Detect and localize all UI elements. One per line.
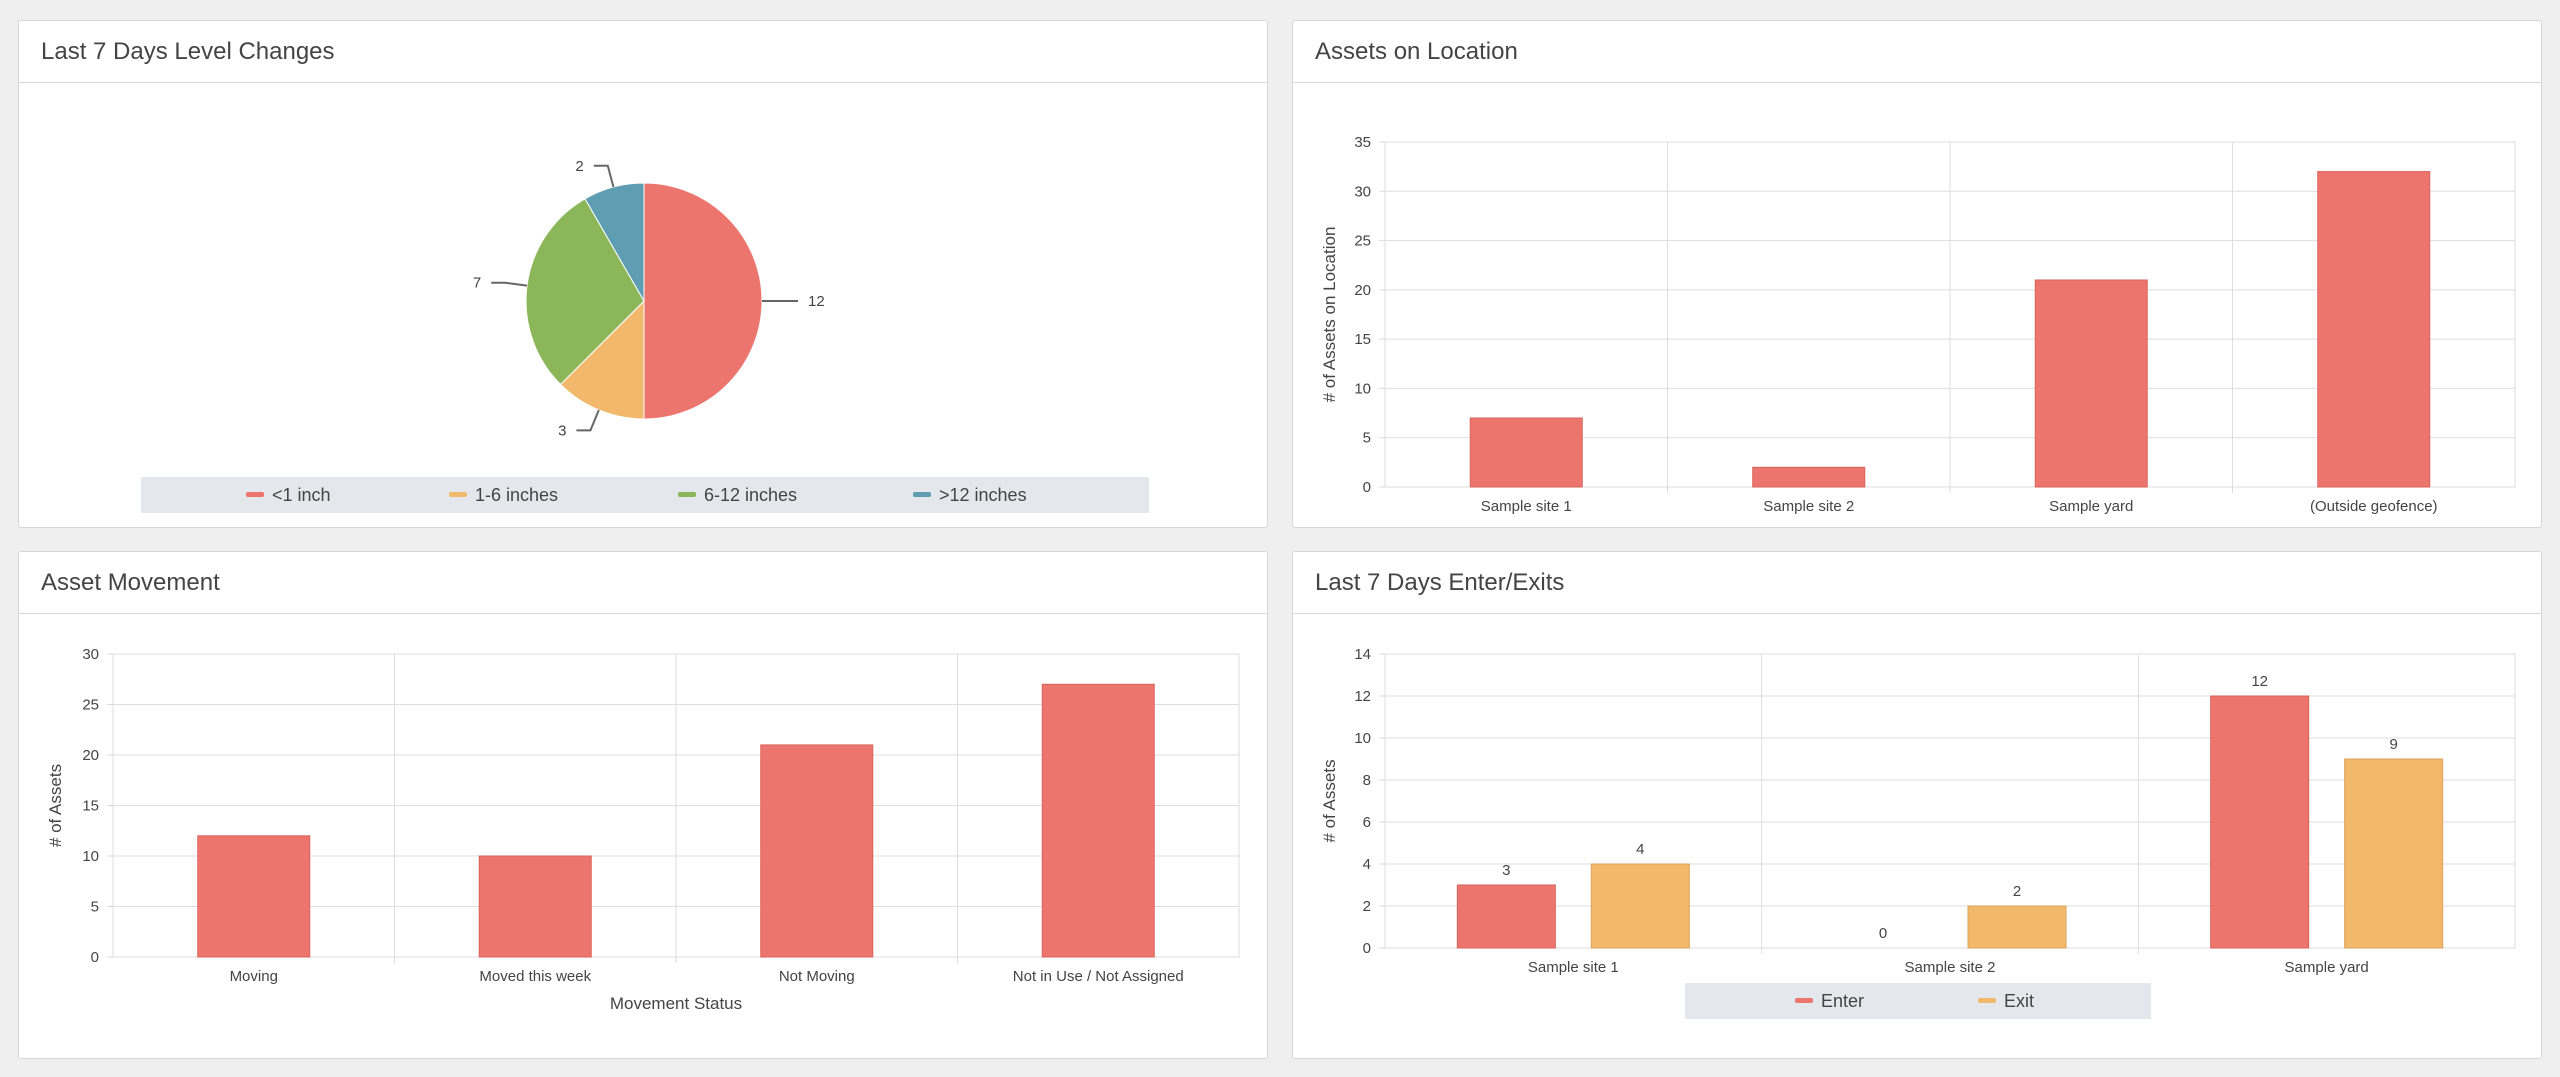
bar	[2317, 171, 2431, 488]
pie-legend-swatch	[913, 492, 931, 497]
y-tick-label: 4	[1363, 856, 1371, 873]
assets-location-panel: Assets on Location 0 5 10 15 20 25 30 35 Sample …	[1292, 20, 2542, 528]
pie-legend-label: <1 inch	[272, 485, 331, 505]
x-tick-label: Sample site 2	[1905, 959, 1996, 976]
pie-leader-line	[576, 409, 600, 432]
bar	[2344, 758, 2444, 949]
y-tick-label: 30	[82, 646, 99, 663]
x-tick-label: Not Moving	[779, 968, 855, 985]
pie-slice	[643, 182, 763, 420]
y-tick-label: 0	[1363, 940, 1371, 957]
x-tick-label: Not in Use / Not Assigned	[1013, 968, 1184, 985]
y-tick-label: 6	[1363, 814, 1371, 831]
y-tick-label: 10	[1354, 730, 1371, 747]
bar	[1456, 884, 1556, 949]
pie-slice	[559, 299, 645, 420]
y-tick-label: 12	[1354, 688, 1371, 705]
x-axis-title: Movement Status	[610, 994, 742, 1013]
bar	[197, 835, 311, 958]
pie-legend-label: >12 inches	[939, 485, 1027, 505]
y-tick-label: 14	[1354, 646, 1371, 663]
pie-legend-label: 6-12 inches	[704, 485, 797, 505]
pie-leader-line	[593, 164, 615, 188]
pie-legend-swatch	[246, 492, 264, 497]
asset-movement-header: Asset Movement	[19, 552, 1267, 614]
pie-legend-background	[141, 477, 1149, 513]
x-tick-label: Sample yard	[2049, 498, 2133, 515]
bar-data-label: 2	[2013, 883, 2021, 900]
enter-exits-panel: Last 7 Days Enter/Exits 0 2 4 6 8 10 12 14 3 4 Sam…	[1292, 551, 2542, 1059]
assets-location-bar-chart: 0 5 10 15 20 25 30 35 Sample site 1 Sample site 2…	[1320, 134, 2516, 515]
enter-exits-title: Last 7 Days Enter/Exits	[1315, 568, 1565, 596]
bar-data-label: 4	[1636, 841, 1644, 858]
asset-movement-panel: Asset Movement 0 5 10 15 20 25 30 Moving Moved t…	[18, 551, 1268, 1059]
pie-slice	[584, 182, 645, 303]
legend-swatch	[1795, 998, 1813, 1003]
pie-leader-line	[491, 281, 528, 287]
pie-data-label: 2	[575, 158, 583, 175]
legend-label: Enter	[1821, 991, 1864, 1011]
y-axis-title: # of Assets on Location	[1320, 227, 1339, 403]
x-tick-label: (Outside geofence)	[2310, 498, 2438, 515]
pie-data-label: 12	[808, 293, 825, 310]
enter-exits-header: Last 7 Days Enter/Exits	[1293, 552, 2541, 614]
bar	[1752, 466, 1866, 488]
level-changes-panel: Last 7 Days Level Changes 12 3 7 2 <1 inch 1-…	[18, 20, 1268, 528]
bar	[1469, 417, 1583, 488]
y-tick-label: 0	[91, 949, 99, 966]
bar	[478, 855, 592, 958]
pie-legend-swatch	[449, 492, 467, 497]
pie-data-label: 7	[473, 275, 481, 292]
assets-location-title: Assets on Location	[1315, 37, 1518, 65]
x-tick-label: Moved this week	[479, 968, 591, 985]
level-changes-pie-chart: 12 3 7 2 <1 inch 1-6 inches 6-12 inches >12 inc…	[141, 158, 1149, 513]
y-tick-label: 25	[82, 697, 99, 714]
asset-movement-title: Asset Movement	[41, 568, 220, 596]
y-tick-label: 10	[82, 848, 99, 865]
bar-data-label: 12	[2251, 673, 2268, 690]
pie-data-label: 3	[558, 422, 566, 439]
y-tick-label: 5	[1363, 430, 1371, 447]
pie-legend-label: 1-6 inches	[475, 485, 558, 505]
y-tick-label: 10	[1354, 380, 1371, 397]
x-tick-label: Moving	[230, 968, 278, 985]
x-tick-label: Sample site 1	[1528, 959, 1619, 976]
legend-label: Exit	[2004, 991, 2034, 1011]
bar-data-label: 0	[1879, 925, 1887, 942]
y-tick-label: 5	[91, 899, 99, 916]
bar	[1590, 863, 1690, 949]
bar	[2034, 279, 2148, 488]
bar	[760, 744, 874, 958]
y-axis-title: # of Assets	[46, 764, 65, 847]
y-tick-label: 30	[1354, 183, 1371, 200]
legend-background	[1685, 983, 2151, 1019]
y-tick-label: 8	[1363, 772, 1371, 789]
y-tick-label: 0	[1363, 479, 1371, 496]
level-changes-title: Last 7 Days Level Changes	[41, 37, 335, 65]
y-tick-label: 20	[82, 747, 99, 764]
assets-location-header: Assets on Location	[1293, 21, 2541, 83]
x-tick-label: Sample site 2	[1763, 498, 1854, 515]
pie-legend-swatch	[678, 492, 696, 497]
y-tick-label: 15	[82, 798, 99, 815]
level-changes-header: Last 7 Days Level Changes	[19, 21, 1267, 83]
x-tick-label: Sample yard	[2285, 959, 2369, 976]
bar-data-label: 3	[1502, 862, 1510, 879]
asset-movement-bar-chart: 0 5 10 15 20 25 30 Moving Moved this week Not Mov…	[46, 646, 1240, 1013]
bar	[1967, 905, 2067, 949]
y-axis-title: # of Assets	[1320, 759, 1339, 842]
bar	[2210, 695, 2310, 949]
legend-swatch	[1978, 998, 1996, 1003]
x-tick-label: Sample site 1	[1481, 498, 1572, 515]
y-tick-label: 25	[1354, 233, 1371, 250]
bar	[1041, 683, 1155, 958]
y-tick-label: 20	[1354, 282, 1371, 299]
y-tick-label: 15	[1354, 331, 1371, 348]
y-tick-label: 2	[1363, 898, 1371, 915]
enter-exits-bar-chart: 0 2 4 6 8 10 12 14 3 4 Sample site 1 0 2 Sample site …	[1320, 646, 2516, 1019]
bar-data-label: 9	[2389, 736, 2397, 753]
y-tick-label: 35	[1354, 134, 1371, 151]
